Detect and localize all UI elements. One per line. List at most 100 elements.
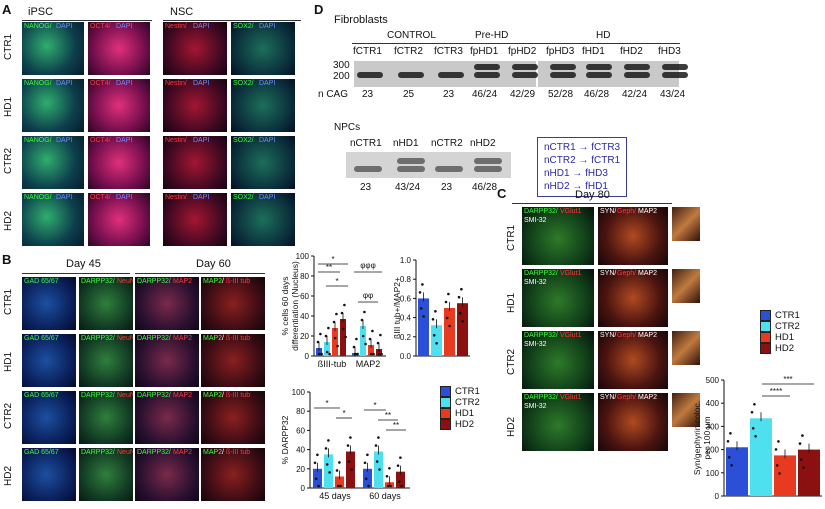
sig-marker: φφφ [360,261,376,270]
bar-hd1 [332,328,338,356]
micrograph-tile: GAD 65/67 [22,334,76,387]
data-point [432,333,436,337]
ipsc-label: iPSC [28,6,54,18]
micrograph-tile: MAP2/ß-III tub [201,391,265,444]
bar-hd2 [340,319,346,356]
data-point [339,484,342,488]
micrograph-tile: MAP2/ß-III tub [201,448,265,501]
marker-label: VGlut1 [560,332,582,339]
bar-hd2 [798,449,820,496]
marker-label: GAD 65/67 [24,392,59,399]
gel-band [398,72,424,78]
data-point [368,337,372,341]
micrograph-inset [672,393,700,427]
marker-label: MAP2 [638,208,658,215]
y-tick-label: 0.6 [400,294,412,303]
marker-200: 200 [333,71,350,82]
bar-ctr1 [313,468,322,488]
data-point [444,300,448,304]
data-point [366,453,369,457]
micrograph-tile: Nestin/DAPI [163,79,227,132]
marker-label: SYN/ [600,394,617,401]
marker-label: DAPI [193,137,210,144]
data-point [753,402,756,406]
sig-marker: * [331,255,334,264]
marker-label: DARPP32/ [524,394,558,401]
ncag-value: 25 [403,89,415,100]
bar-ctr1 [363,468,372,488]
bar-ctr2 [750,418,772,496]
data-point [389,484,392,488]
data-point [777,440,780,443]
data-point [314,477,318,481]
data-point [448,324,451,328]
ncag-value: 43/24 [660,89,686,100]
y-tick-label: 20 [300,332,309,341]
y-axis-label: % cells 60 days [280,276,290,335]
y-axis-label: per 100 µm [702,416,712,459]
mapping-item: nHD2 → fHD1 [544,181,608,192]
data-point [388,466,391,470]
sig-marker: * [325,399,328,408]
data-point [371,329,374,333]
marker-label: DAPI [116,23,133,30]
marker-label: NeuN [117,392,133,399]
row-label-hd2: HD2 [3,465,14,486]
group-label: Pre-HD [475,30,509,41]
data-point [435,341,438,345]
y-tick-label: 60 [300,292,309,301]
y-tick-label: 0 [301,484,306,493]
marker-label: Nestin/ [165,80,187,87]
npcs-label: NPCs [334,122,361,133]
legend-b: CTR1 CTR2 HD1 HD2 [440,386,480,430]
marker-label: VGlut1 [560,208,582,215]
group-label: CONTROL [387,30,436,41]
micrograph-tile: GAD 65/67 [22,391,76,444]
marker-label: DAPI [193,194,210,201]
sig-marker: * [335,277,338,286]
micrograph-tile: MAP2/ß-III tub [201,277,265,330]
marker-label: SYN/ [600,270,617,277]
data-point [364,342,367,346]
data-point [369,352,373,356]
marker-label: DARPP32/ [81,392,115,399]
micrograph-tile: SOX2/DAPI [231,193,295,246]
marker-label: SYN/ [600,332,617,339]
npc-cag-value: 46/28 [472,182,498,193]
ncag-value: 46/24 [472,89,498,100]
marker-label: MAP2 [173,449,193,456]
micrograph-inset [672,269,700,303]
micrograph-tile: Nestin/DAPI [163,22,227,75]
data-point [372,352,375,356]
data-point [328,471,331,474]
data-point [355,337,358,341]
marker-label: SYN/ [600,208,617,215]
y-tick-label: 80 [300,272,309,281]
bar-ctr2 [431,325,442,356]
row-label-ctr1: CTR1 [3,288,14,315]
lane-label: fHD3 [658,46,681,57]
data-point [754,434,757,438]
marker-label: DARPP32/ [524,270,558,277]
x-tick-label: MAP2 [356,359,381,369]
gel-band [474,158,502,164]
data-point [313,461,317,465]
bar-hd1 [774,455,796,496]
bar-hd1 [335,476,344,488]
npc-lane-label: nCTR2 [431,138,463,149]
marker-label: Geph/ [617,270,637,277]
marker-label: DARPP32/ [137,392,171,399]
marker-300: 300 [333,60,350,71]
marker-label: Geph/ [617,394,637,401]
data-point [379,333,382,337]
gel-band [435,166,463,172]
marker-label: SOX2/ [233,194,254,201]
legend-item-ctr1: CTR1 [440,386,480,397]
marker-label: DAPI [259,137,276,144]
data-point [726,439,730,443]
micrograph-tile: SOX2/DAPI [231,22,295,75]
data-point [396,464,400,467]
data-point [317,352,321,356]
marker-label: MAP2 [203,335,223,342]
